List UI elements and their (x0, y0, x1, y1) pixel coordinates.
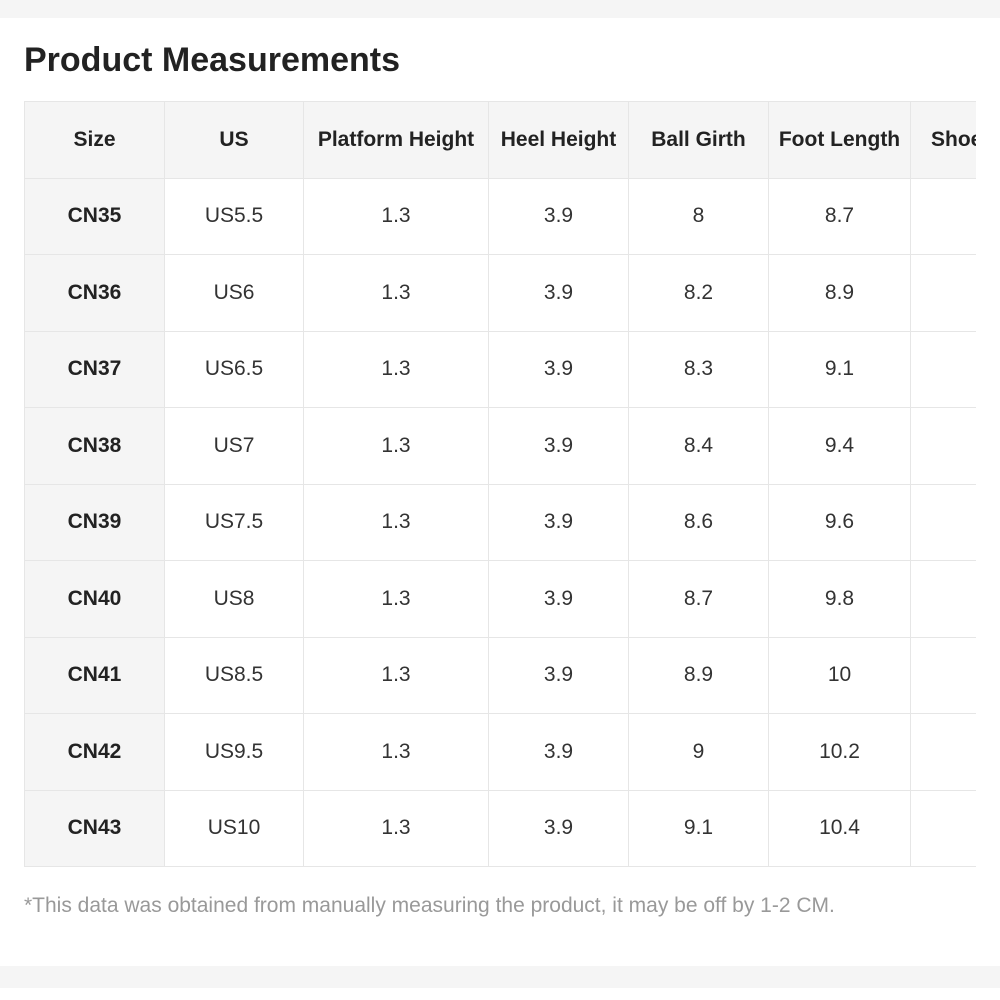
table-cell (910, 330, 976, 408)
table-row: CN42 US9.5 1.3 3.9 9 10.2 (24, 713, 976, 791)
table-cell (910, 177, 976, 255)
header-row: Size US Platform Height Heel Height Ball Gir… (24, 101, 976, 179)
table-cell: 3.9 (488, 636, 629, 714)
table-cell: 9.6 (768, 483, 911, 561)
table-row: CN36 US6 1.3 3.9 8.2 8.9 (24, 254, 976, 332)
table-cell (910, 713, 976, 791)
table-cell: 1.3 (303, 407, 489, 485)
size-cell: CN36 (24, 254, 165, 332)
table-cell (910, 254, 976, 332)
size-cell: CN40 (24, 560, 165, 638)
size-cell: CN38 (24, 407, 165, 485)
table-cell: 1.3 (303, 483, 489, 561)
table-cell: US10 (164, 789, 304, 867)
table-cell: 1.3 (303, 789, 489, 867)
top-strip (0, 0, 1000, 18)
table-cell: 8 (628, 177, 769, 255)
measurement-table: Size US Platform Height Heel Height Ball Gir… (24, 101, 976, 867)
table-cell: 3.9 (488, 713, 629, 791)
table-cell: 9 (628, 713, 769, 791)
table-cell (910, 483, 976, 561)
table-cell: 10.2 (768, 713, 911, 791)
size-cell: CN41 (24, 636, 165, 714)
table-cell: 8.9 (768, 254, 911, 332)
table-cell: 9.4 (768, 407, 911, 485)
table-cell: 10 (768, 636, 911, 714)
table-cell: 3.9 (488, 254, 629, 332)
table-cell: 1.3 (303, 560, 489, 638)
table-cell (910, 407, 976, 485)
header-cell: Foot Length (768, 101, 911, 179)
table-cell: 3.9 (488, 330, 629, 408)
size-cell: CN39 (24, 483, 165, 561)
table-cell: 8.4 (628, 407, 769, 485)
table-cell: US6.5 (164, 330, 304, 408)
table-row: CN39 US7.5 1.3 3.9 8.6 9.6 (24, 483, 976, 561)
size-cell: CN35 (24, 177, 165, 255)
header-cell: Ball Girth (628, 101, 769, 179)
table-cell: 8.9 (628, 636, 769, 714)
header-cell: Shoes (910, 101, 976, 179)
table-row: CN41 US8.5 1.3 3.9 8.9 10 (24, 636, 976, 714)
table-cell: 8.2 (628, 254, 769, 332)
table-cell: 1.3 (303, 330, 489, 408)
table-row: CN37 US6.5 1.3 3.9 8.3 9.1 (24, 330, 976, 408)
table-cell: 1.3 (303, 177, 489, 255)
table-row: CN40 US8 1.3 3.9 8.7 9.8 (24, 560, 976, 638)
table-row: CN35 US5.5 1.3 3.9 8 8.7 (24, 177, 976, 255)
header-cell: US (164, 101, 304, 179)
table-cell: US5.5 (164, 177, 304, 255)
table-cell: 3.9 (488, 560, 629, 638)
table-cell: 3.9 (488, 789, 629, 867)
table-row: CN43 US10 1.3 3.9 9.1 10.4 (24, 789, 976, 867)
table-cell: 8.6 (628, 483, 769, 561)
bottom-strip (0, 966, 1000, 988)
table-cell: 9.1 (628, 789, 769, 867)
table-cell: 3.9 (488, 407, 629, 485)
table-cell: US9.5 (164, 713, 304, 791)
table-cell: US8 (164, 560, 304, 638)
table-cell: 3.9 (488, 177, 629, 255)
table-wrapper: Size US Platform Height Heel Height Ball Gir… (24, 101, 976, 867)
footnote: *This data was obtained from manually me… (24, 894, 835, 917)
header-cell: Platform Height (303, 101, 489, 179)
table-cell: US6 (164, 254, 304, 332)
title: Product Measurements (24, 41, 400, 79)
header-cell: Heel Height (488, 101, 629, 179)
table-cell: 1.3 (303, 636, 489, 714)
table-cell (910, 636, 976, 714)
size-cell: CN37 (24, 330, 165, 408)
table-cell: 1.3 (303, 254, 489, 332)
table-cell: 8.7 (628, 560, 769, 638)
table-cell (910, 789, 976, 867)
table-cell: 1.3 (303, 713, 489, 791)
table-cell: 9.1 (768, 330, 911, 408)
table-cell: 9.8 (768, 560, 911, 638)
table-row: CN38 US7 1.3 3.9 8.4 9.4 (24, 407, 976, 485)
size-cell: CN43 (24, 789, 165, 867)
table-cell: 8.7 (768, 177, 911, 255)
header-cell: Size (24, 101, 165, 179)
size-cell: CN42 (24, 713, 165, 791)
table-cell: 8.3 (628, 330, 769, 408)
table-cell: US8.5 (164, 636, 304, 714)
table-cell: US7.5 (164, 483, 304, 561)
table-cell: 10.4 (768, 789, 911, 867)
table-cell (910, 560, 976, 638)
table-cell: 3.9 (488, 483, 629, 561)
table-cell: US7 (164, 407, 304, 485)
